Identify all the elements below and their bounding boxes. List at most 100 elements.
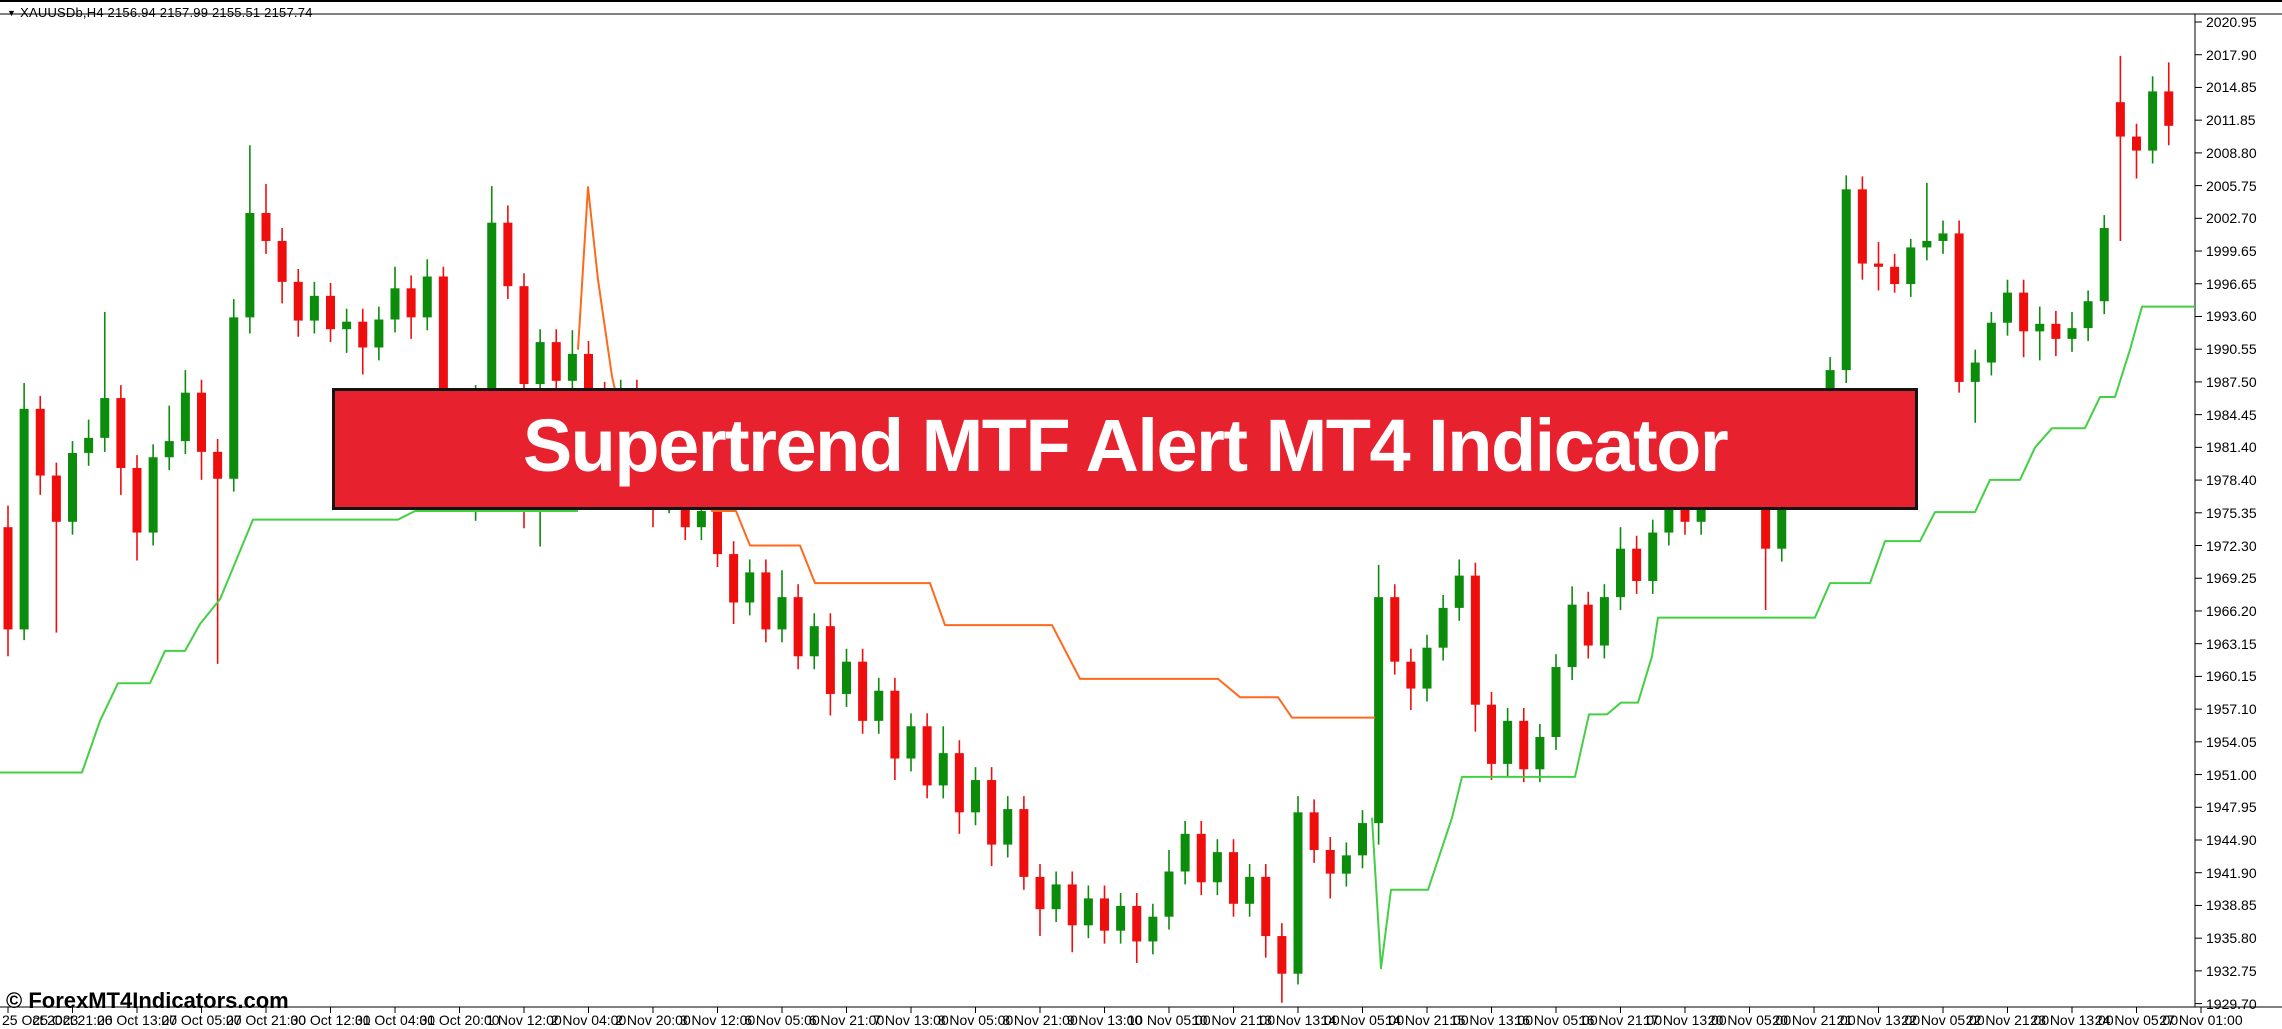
price-axis-label: 1932.75 [2206, 962, 2257, 979]
candle-body [2099, 228, 2109, 302]
candle-body [1551, 667, 1561, 738]
candle-body [487, 222, 497, 399]
candle-body [213, 451, 223, 479]
candle-body [729, 554, 739, 603]
candle-body [1922, 240, 1932, 248]
time-axis-label: 31 Oct 20:00 [419, 1012, 500, 1028]
time-axis-label: 10 Nov 21:00 [1191, 1012, 1276, 1028]
time-axis-label: 7 Nov 13:00 [873, 1012, 949, 1028]
candle-body [1970, 362, 1980, 382]
candle-body [1906, 247, 1916, 285]
price-axis-label: 1935.80 [2206, 930, 2257, 947]
candle-body [277, 240, 287, 282]
candle-body [197, 392, 206, 452]
candle-body [2003, 292, 2012, 323]
candle-body [1583, 604, 1593, 646]
candle-body [1454, 575, 1464, 608]
candle-body [1196, 833, 1206, 883]
candle-body [148, 457, 158, 533]
candle-body [132, 468, 142, 533]
price-axis-label: 2020.95 [2206, 14, 2257, 30]
candle-body [1148, 916, 1158, 942]
candle-body [874, 690, 884, 721]
candle-body [2132, 136, 2141, 151]
symbol-ohlc-readout[interactable]: ▼ XAUUSDb,H4 2156.94 2157.99 2155.51 2157… [7, 5, 313, 20]
time-axis-label: 3 Nov 12:00 [679, 1012, 756, 1028]
candle-body [1599, 597, 1609, 646]
candle-body [2164, 91, 2174, 126]
candle-body [1180, 833, 1190, 872]
time-axis-label: 6 Nov 21:00 [808, 1012, 885, 1028]
candle-body [777, 597, 787, 630]
time-axis-label: 23 Nov 13:00 [2030, 1012, 2114, 1028]
time-axis-label: 10 Nov 05:00 [1127, 1012, 1211, 1028]
candle-body [1664, 489, 1674, 533]
candle-body [2115, 102, 2125, 137]
candle-body [438, 276, 448, 429]
candle-body [1164, 871, 1174, 917]
price-axis-label: 1972.30 [2206, 537, 2257, 554]
candle-body [793, 597, 803, 657]
price-axis-label: 1941.90 [2206, 864, 2257, 881]
candle-body [19, 408, 29, 630]
candle-body [1986, 322, 1996, 363]
price-axis-label: 1938.85 [2206, 897, 2257, 914]
candle-body [1341, 855, 1351, 874]
time-axis-label: 27 Oct 05:00 [161, 1012, 242, 1028]
price-axis-label: 1929.70 [2206, 995, 2257, 1012]
banner-title: Supertrend MTF Alert MT4 Indicator [522, 404, 1729, 487]
candle-body [745, 572, 755, 603]
candle-body [2051, 323, 2061, 339]
candle-body [503, 222, 513, 287]
time-axis-label: 2 Nov 20:00 [615, 1012, 691, 1028]
time-axis-label: 14 Nov 21:00 [1385, 1012, 1469, 1028]
candle-body [261, 212, 271, 241]
chevron-down-icon[interactable]: ▼ [7, 8, 17, 18]
candle-body [116, 398, 126, 469]
price-axis-label: 1996.65 [2206, 275, 2257, 292]
time-axis-label: 27 Nov 01:00 [2159, 1012, 2243, 1028]
price-axis-label: 1981.40 [2206, 439, 2257, 456]
candle-body [1406, 661, 1416, 689]
candle-body [1358, 823, 1367, 856]
candle-body [1374, 597, 1384, 824]
candle-body [1632, 548, 1642, 581]
price-axis-label: 1951.00 [2206, 766, 2257, 783]
candle-body [2148, 91, 2158, 151]
candle-body [309, 295, 319, 321]
candle-body [1245, 876, 1255, 904]
price-axis-label: 1993.60 [2206, 308, 2257, 325]
candle-body [1325, 849, 1335, 874]
candle-body [567, 353, 577, 381]
price-axis-label: 2017.90 [2206, 46, 2257, 63]
candle-body [519, 286, 529, 385]
candle-body [100, 398, 110, 438]
price-axis-label: 1969.25 [2206, 570, 2257, 587]
candle-body [1083, 898, 1093, 926]
price-axis-label: 2011.85 [2206, 112, 2256, 129]
candle-body [2019, 292, 2029, 332]
price-axis-label: 1978.40 [2206, 472, 2257, 489]
symbol-ohlc-text: XAUUSDb,H4 2156.94 2157.99 2155.51 2157.… [20, 5, 313, 20]
time-axis-label: 26 Oct 13:00 [96, 1012, 178, 1028]
time-axis-label: 24 Nov 05:00 [2094, 1012, 2179, 1028]
candle-body [2035, 323, 2045, 332]
candle-body [535, 342, 545, 385]
candle-body [1132, 905, 1142, 942]
price-axis-label: 1990.55 [2206, 341, 2257, 358]
candle-body [938, 753, 948, 786]
time-axis-label: 2 Nov 04:00 [550, 1012, 627, 1028]
candle-body [1019, 809, 1029, 877]
candle-body [987, 780, 997, 845]
time-axis-label: 22 Nov 21:00 [1965, 1012, 2050, 1028]
price-axis-label: 1954.05 [2206, 733, 2257, 750]
candle-body [1874, 263, 1883, 267]
time-axis-label: 15 Nov 13:00 [1449, 1012, 1534, 1028]
candle-body [358, 321, 368, 348]
candle-body [1616, 548, 1625, 598]
candle-body [954, 753, 964, 813]
candle-body [761, 572, 771, 630]
price-axis-label: 1963.15 [2206, 635, 2257, 652]
